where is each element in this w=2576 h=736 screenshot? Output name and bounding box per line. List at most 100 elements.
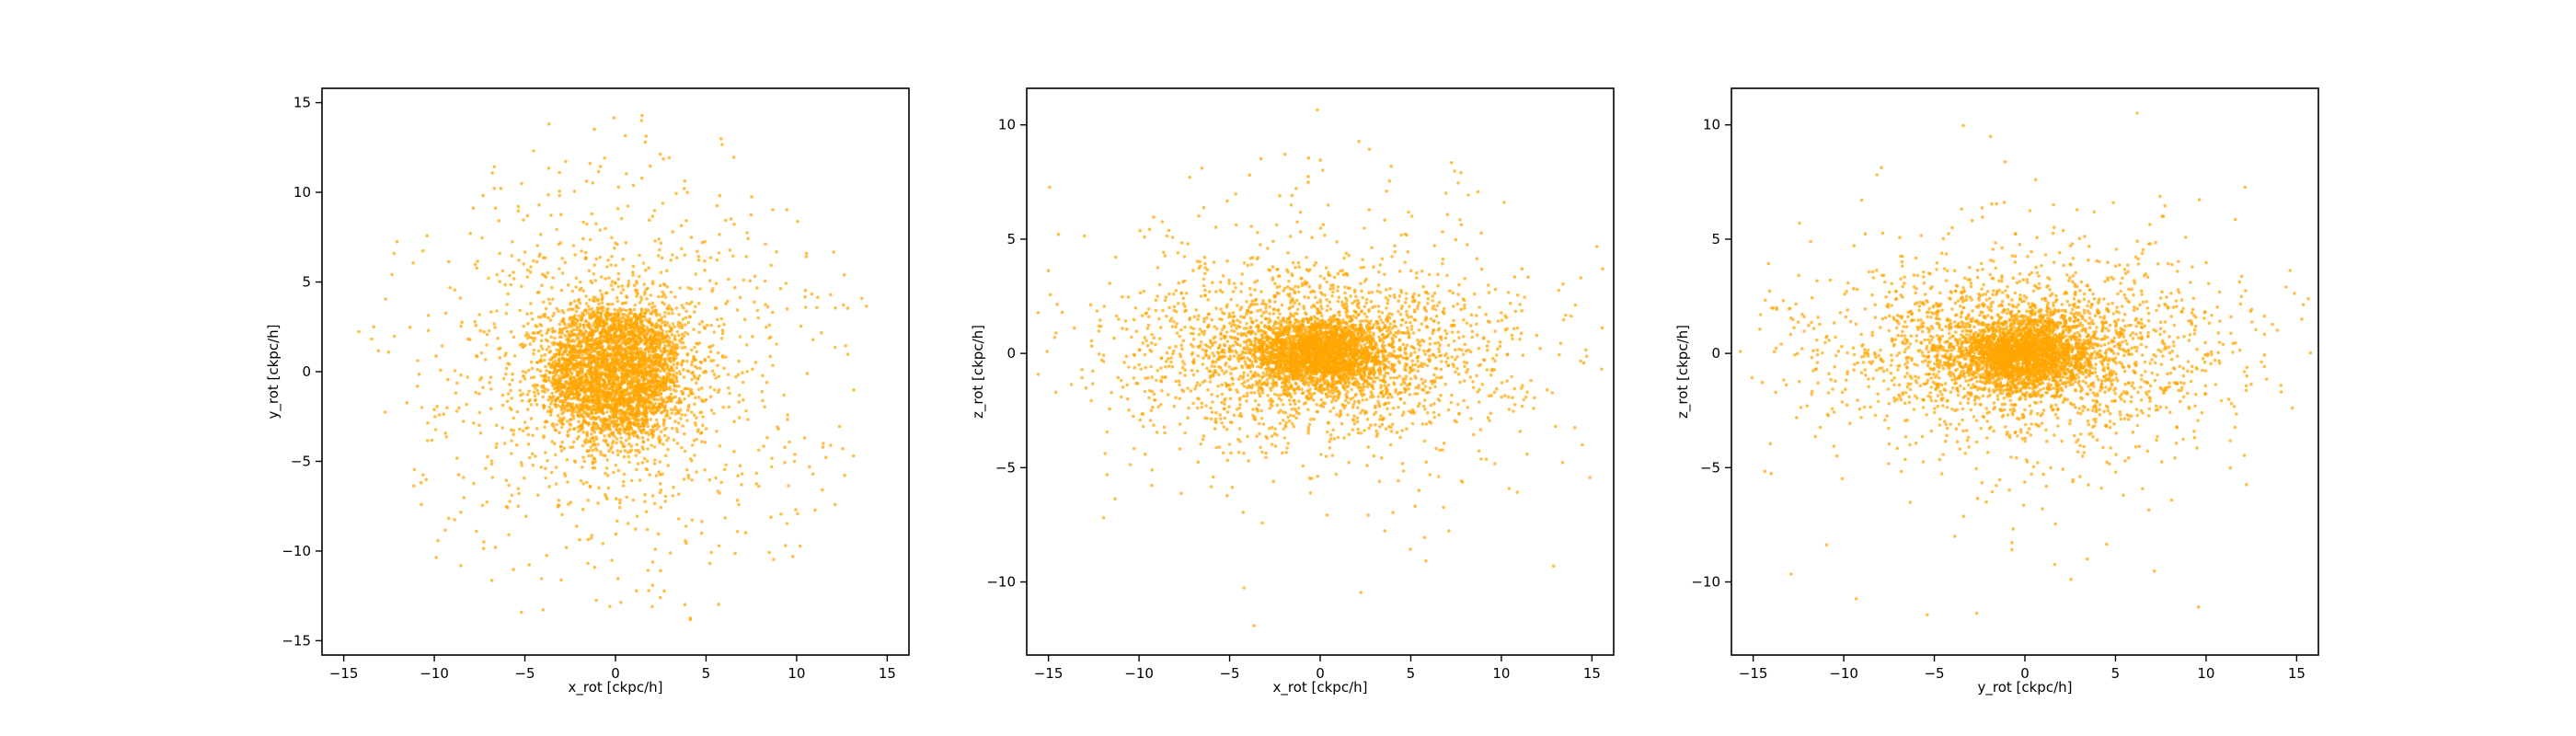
- data-point: [604, 336, 609, 340]
- data-point: [616, 277, 621, 282]
- data-point: [590, 454, 593, 458]
- data-point: [648, 473, 652, 477]
- data-point: [643, 391, 647, 396]
- data-point: [660, 357, 664, 362]
- data-point: [657, 237, 661, 241]
- data-point: [1350, 387, 1353, 392]
- data-point: [865, 305, 868, 308]
- data-point: [564, 370, 569, 374]
- x-tick-label: 15: [879, 665, 896, 682]
- data-point: [703, 327, 707, 330]
- data-point: [572, 343, 576, 348]
- data-point: [522, 374, 525, 378]
- data-point: [569, 500, 573, 504]
- data-point: [560, 308, 564, 313]
- data-point: [481, 193, 485, 198]
- data-point: [596, 407, 600, 411]
- data-point: [601, 541, 605, 546]
- data-point: [583, 256, 588, 260]
- data-point: [554, 378, 558, 383]
- data-point: [638, 394, 642, 397]
- data-point: [753, 361, 758, 364]
- data-point: [581, 405, 585, 409]
- data-point: [605, 362, 609, 367]
- data-point: [550, 285, 554, 290]
- data-point: [576, 396, 581, 400]
- data-point: [627, 346, 630, 350]
- data-point: [492, 322, 496, 326]
- data-point: [547, 370, 552, 374]
- data-point: [654, 339, 659, 342]
- data-point: [535, 388, 539, 393]
- data-point: [684, 302, 689, 305]
- data-point: [662, 428, 667, 431]
- data-point: [697, 330, 701, 335]
- data-point: [584, 372, 589, 376]
- data-point: [563, 350, 567, 353]
- data-point: [475, 355, 479, 359]
- data-point: [653, 239, 657, 243]
- data-point: [844, 344, 847, 348]
- data-point: [646, 363, 650, 368]
- data-point: [776, 425, 779, 429]
- data-point: [541, 608, 546, 612]
- data-point: [665, 334, 670, 339]
- data-point: [557, 499, 561, 502]
- data-point: [656, 318, 661, 323]
- data-point: [782, 393, 786, 397]
- data-point: [626, 359, 629, 362]
- data-point: [680, 332, 684, 337]
- data-point: [637, 408, 640, 412]
- data-point: [542, 374, 546, 378]
- data-point: [458, 296, 463, 300]
- data-point: [594, 338, 598, 341]
- data-point: [618, 334, 622, 338]
- data-point: [519, 284, 523, 289]
- data-point: [604, 313, 608, 316]
- data-point: [821, 488, 824, 492]
- data-point: [545, 554, 548, 558]
- x-tick-label: −5: [514, 665, 535, 682]
- data-point: [709, 323, 713, 328]
- data-point: [646, 286, 650, 291]
- data-point: [440, 344, 444, 348]
- data-point: [543, 420, 547, 424]
- data-point: [730, 254, 735, 259]
- data-point: [535, 259, 539, 264]
- data-point: [580, 339, 584, 343]
- data-point: [793, 453, 797, 456]
- data-point: [700, 319, 705, 324]
- data-point: [602, 412, 605, 416]
- data-point: [650, 301, 655, 305]
- data-point: [384, 297, 388, 301]
- data-point: [568, 350, 571, 354]
- data-point: [489, 387, 493, 391]
- data-point: [569, 355, 572, 360]
- data-point: [633, 332, 637, 337]
- data-point: [602, 350, 605, 354]
- data-point: [696, 387, 701, 392]
- data-point: [620, 371, 625, 375]
- data-point: [1305, 316, 1308, 321]
- data-point: [675, 442, 680, 445]
- data-point: [618, 450, 623, 454]
- data-point: [638, 274, 641, 279]
- data-point: [670, 368, 674, 373]
- data-point: [497, 347, 500, 351]
- data-point: [643, 492, 647, 497]
- data-point: [676, 361, 680, 365]
- data-point: [559, 288, 564, 293]
- data-point: [727, 405, 731, 409]
- data-point: [694, 396, 697, 400]
- data-point: [558, 444, 563, 449]
- data-point: [695, 470, 698, 474]
- data-point: [668, 416, 673, 420]
- data-point: [690, 377, 694, 382]
- data-point: [723, 516, 728, 520]
- data-point: [615, 357, 619, 361]
- data-point: [617, 384, 622, 388]
- data-point: [581, 431, 586, 434]
- data-point: [536, 391, 540, 396]
- data-point: [714, 476, 718, 480]
- data-point: [604, 339, 607, 343]
